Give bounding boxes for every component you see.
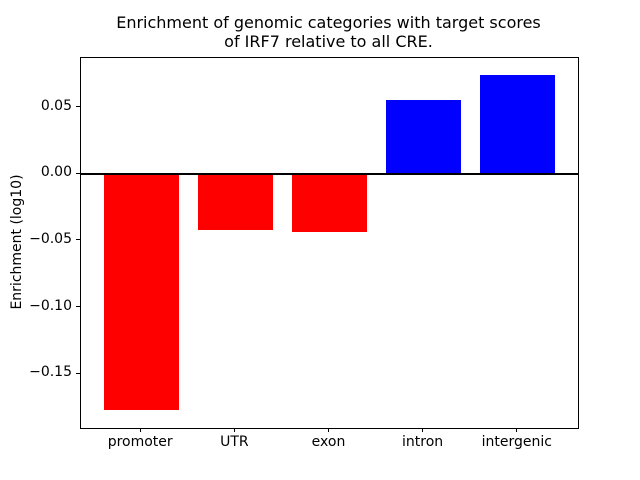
chart-title: Enrichment of genomic categories with ta… [116, 13, 541, 51]
y-tick-mark [76, 373, 80, 374]
y-tick-label: −0.15 [29, 364, 72, 381]
bar-promoter [103, 173, 179, 410]
x-tick-label-UTR: UTR [220, 434, 249, 450]
x-tick-label-promoter: promoter [107, 434, 173, 450]
x-tick-mark [422, 428, 424, 432]
plot-area [80, 57, 579, 429]
y-tick-label: −0.10 [29, 297, 72, 314]
y-tick-mark [76, 106, 80, 107]
x-tick-mark [328, 428, 329, 432]
bar-intergenic [480, 75, 556, 174]
bar-exon [291, 173, 368, 233]
y-tick-label: 0.05 [40, 97, 72, 114]
y-tick-mark [76, 239, 80, 240]
bar-intron [386, 100, 462, 174]
x-tick-mark [139, 428, 141, 432]
x-tick-mark [516, 428, 518, 432]
y-tick-label: −0.05 [29, 231, 72, 247]
x-tick-label-intergenic: intergenic [481, 434, 552, 450]
x-tick-label-exon: exon [311, 434, 346, 450]
x-tick-label-intron: intron [402, 434, 444, 450]
y-tick-label: 0.00 [40, 164, 72, 181]
bar-UTR [197, 173, 273, 230]
y-tick-mark [76, 306, 80, 307]
y-tick-mark [76, 173, 80, 174]
zero-line [81, 172, 578, 175]
x-tick-mark [233, 428, 235, 432]
